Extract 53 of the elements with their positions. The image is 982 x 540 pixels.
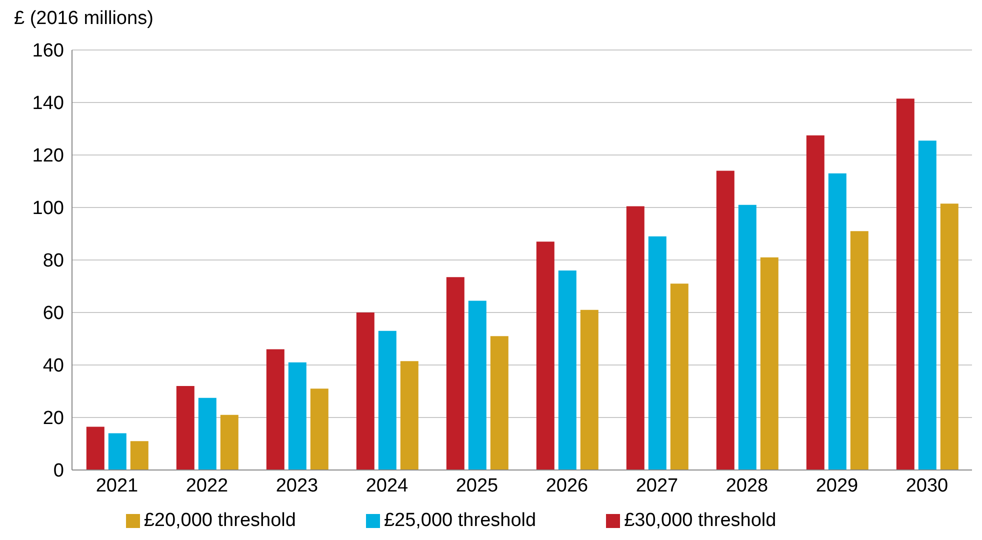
bar bbox=[490, 336, 508, 470]
y-tick-label: 20 bbox=[42, 408, 64, 430]
y-tick-label: 80 bbox=[42, 250, 64, 272]
y-axis-title: £ (2016 millions) bbox=[14, 8, 154, 30]
bar bbox=[760, 257, 778, 470]
bar bbox=[558, 270, 576, 470]
bar bbox=[648, 236, 666, 470]
bar bbox=[580, 310, 598, 470]
bar bbox=[626, 206, 644, 470]
x-tick-label: 2030 bbox=[906, 475, 948, 496]
x-tick-label: 2024 bbox=[366, 475, 409, 496]
y-tick-label: 140 bbox=[32, 93, 64, 114]
bar bbox=[806, 135, 824, 470]
bar bbox=[288, 362, 306, 470]
bar bbox=[446, 277, 464, 470]
bar bbox=[716, 170, 734, 470]
bar bbox=[738, 204, 756, 470]
y-tick-label: 40 bbox=[42, 356, 64, 377]
bar bbox=[918, 140, 936, 470]
bar bbox=[130, 441, 148, 470]
bar bbox=[108, 433, 126, 470]
bar bbox=[310, 388, 328, 470]
x-tick-label: 2022 bbox=[186, 475, 228, 496]
y-tick-label: 160 bbox=[32, 40, 64, 62]
legend-label: £20,000 threshold bbox=[144, 510, 296, 531]
x-tick-label: 2026 bbox=[546, 475, 588, 496]
x-tick-label: 2021 bbox=[96, 475, 138, 496]
bar bbox=[86, 426, 104, 470]
bar bbox=[378, 330, 396, 470]
y-tick-label: 120 bbox=[32, 146, 64, 167]
x-tick-label: 2027 bbox=[636, 475, 678, 496]
legend-label: £25,000 threshold bbox=[384, 510, 536, 531]
x-tick-label: 2029 bbox=[816, 475, 858, 496]
y-tick-label: 60 bbox=[42, 303, 64, 324]
y-tick-label: 100 bbox=[32, 198, 64, 220]
bar bbox=[176, 386, 194, 470]
bar bbox=[850, 231, 868, 470]
legend-label: £30,000 threshold bbox=[624, 510, 776, 531]
bar bbox=[896, 98, 914, 470]
bar bbox=[536, 242, 554, 470]
bar bbox=[828, 173, 846, 470]
bar bbox=[356, 312, 374, 470]
x-tick-label: 2028 bbox=[726, 475, 768, 496]
bar bbox=[940, 204, 958, 470]
x-tick-label: 2023 bbox=[276, 475, 318, 496]
y-tick-label: 0 bbox=[53, 460, 64, 482]
bar bbox=[468, 300, 486, 470]
x-tick-label: 2025 bbox=[456, 475, 498, 496]
bar bbox=[400, 361, 418, 470]
bar bbox=[198, 398, 216, 470]
bar bbox=[220, 414, 238, 470]
bar bbox=[266, 349, 284, 470]
bar bbox=[670, 284, 688, 470]
